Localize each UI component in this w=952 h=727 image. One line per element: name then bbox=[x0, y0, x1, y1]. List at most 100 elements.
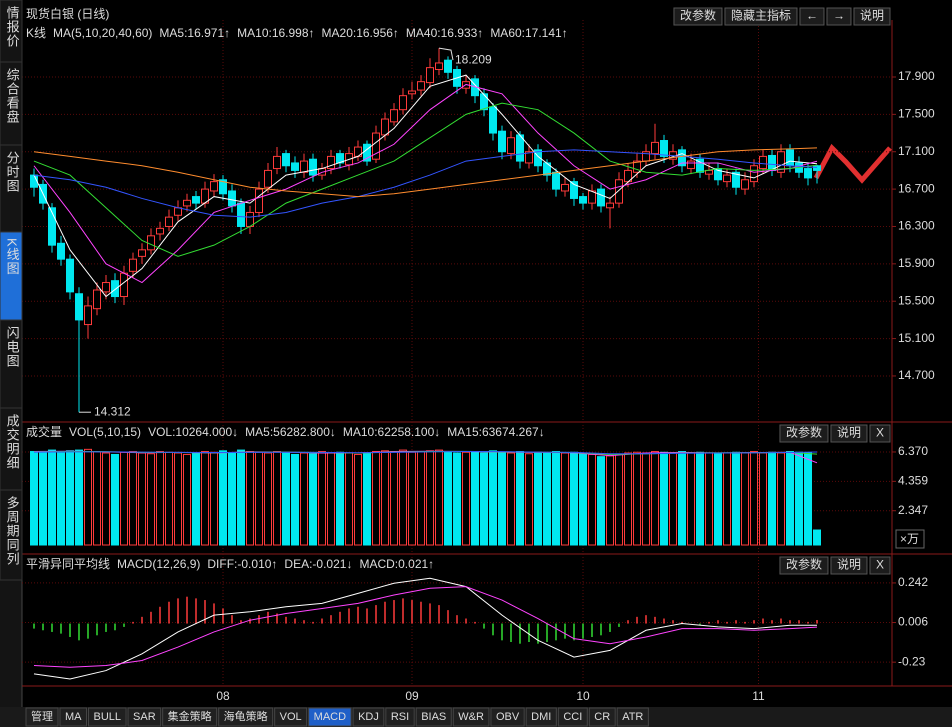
button-label[interactable]: 改参数 bbox=[786, 425, 822, 440]
button[interactable] bbox=[799, 7, 825, 26]
volume-bar bbox=[246, 451, 254, 546]
tab[interactable] bbox=[490, 707, 525, 727]
button[interactable] bbox=[830, 424, 868, 443]
tab[interactable] bbox=[59, 707, 87, 727]
legend-item: 成交量 bbox=[26, 424, 62, 439]
tab-label[interactable]: ATR bbox=[622, 711, 643, 723]
tab-label[interactable]: 海龟策略 bbox=[224, 709, 268, 723]
legend-item: MACD:0.021↑ bbox=[359, 557, 434, 571]
button-label[interactable]: 说明 bbox=[860, 8, 884, 23]
volume-bar bbox=[93, 451, 101, 546]
sidebar-label[interactable]: 分时图 bbox=[5, 151, 20, 193]
button[interactable] bbox=[724, 7, 798, 26]
tab[interactable] bbox=[88, 707, 127, 727]
tab[interactable] bbox=[616, 707, 649, 727]
button-label[interactable]: X bbox=[876, 426, 884, 440]
tab-label[interactable]: RSI bbox=[391, 711, 409, 723]
button[interactable] bbox=[673, 7, 723, 26]
tab-label[interactable]: MA bbox=[65, 711, 82, 723]
volume-bar bbox=[588, 453, 596, 546]
tab-label[interactable]: CCI bbox=[563, 711, 582, 723]
sidebar-label[interactable]: 成交明细 bbox=[5, 414, 20, 470]
tab[interactable] bbox=[588, 707, 616, 727]
tab-label[interactable]: BULL bbox=[94, 711, 122, 723]
button-label[interactable]: → bbox=[833, 9, 845, 23]
tab[interactable] bbox=[25, 707, 59, 727]
tab[interactable] bbox=[274, 707, 308, 727]
volume-bar bbox=[660, 451, 668, 546]
candle-body bbox=[219, 179, 227, 195]
tab-label[interactable]: SAR bbox=[133, 711, 156, 723]
candle-body bbox=[687, 160, 695, 170]
tab-label[interactable]: MACD bbox=[314, 711, 346, 723]
sidebar-label[interactable]: 闪电图 bbox=[5, 326, 20, 368]
legend-item: DEA:-0.021↓ bbox=[284, 557, 352, 571]
volume-bar bbox=[120, 451, 128, 546]
button-label[interactable]: 隐藏主指标 bbox=[731, 8, 791, 23]
volume-bar bbox=[84, 448, 92, 546]
sidebar-label[interactable]: 情报价 bbox=[5, 6, 20, 48]
candle-body bbox=[210, 181, 218, 192]
tab[interactable] bbox=[385, 707, 415, 727]
volume-bar bbox=[408, 451, 416, 546]
tab-label[interactable]: KDJ bbox=[358, 711, 379, 723]
candle-body bbox=[633, 160, 641, 173]
tab[interactable] bbox=[452, 707, 490, 727]
button[interactable] bbox=[779, 556, 829, 575]
sidebar-label[interactable]: 综合看盘 bbox=[5, 68, 20, 124]
y-tick-label: 17.900 bbox=[898, 69, 935, 83]
candle-body bbox=[678, 149, 686, 167]
volume-bar bbox=[669, 452, 677, 546]
candle-body bbox=[228, 190, 236, 207]
volume-bar bbox=[264, 452, 272, 546]
sidebar-tab[interactable] bbox=[0, 489, 23, 581]
legend-item: 平滑异同平均线 bbox=[26, 557, 110, 571]
button[interactable] bbox=[869, 556, 891, 575]
button-label[interactable]: 改参数 bbox=[786, 557, 822, 572]
candle-body bbox=[417, 81, 425, 91]
volume-bar bbox=[615, 453, 623, 546]
button-label[interactable]: 说明 bbox=[837, 557, 861, 572]
high-label: 18.209 bbox=[455, 52, 492, 66]
button-label[interactable]: ← bbox=[806, 9, 818, 23]
tab-label[interactable]: VOL bbox=[280, 711, 302, 723]
tab[interactable] bbox=[308, 707, 352, 727]
tab[interactable] bbox=[218, 707, 274, 727]
tab-label[interactable]: CR bbox=[594, 711, 610, 723]
tab[interactable] bbox=[415, 707, 452, 727]
candle-body bbox=[273, 155, 281, 170]
tab[interactable] bbox=[162, 707, 218, 727]
tab-label[interactable]: 集金策略 bbox=[168, 709, 212, 723]
volume-bar bbox=[750, 451, 758, 546]
button-label[interactable]: 说明 bbox=[837, 425, 861, 440]
candle-body bbox=[291, 162, 299, 171]
button[interactable] bbox=[826, 7, 852, 26]
tab-label[interactable]: OBV bbox=[496, 711, 520, 723]
candle-body bbox=[507, 137, 515, 155]
candle-body bbox=[813, 165, 821, 171]
volume-bar bbox=[39, 451, 47, 546]
button[interactable] bbox=[779, 424, 829, 443]
volume-bar bbox=[534, 451, 542, 546]
button[interactable] bbox=[869, 424, 891, 443]
volume-bar bbox=[696, 451, 704, 546]
button-label[interactable]: X bbox=[876, 558, 884, 572]
button-label[interactable]: 改参数 bbox=[680, 8, 716, 23]
tab[interactable] bbox=[557, 707, 588, 727]
tab-label[interactable]: W&R bbox=[458, 711, 484, 723]
sidebar-label[interactable]: 多周期同列 bbox=[5, 495, 20, 566]
candle-body bbox=[237, 202, 245, 227]
legend-item: MACD(12,26,9) bbox=[117, 557, 200, 571]
tab[interactable] bbox=[352, 707, 385, 727]
tab[interactable] bbox=[127, 707, 162, 727]
button[interactable] bbox=[853, 7, 891, 26]
button[interactable] bbox=[830, 556, 868, 575]
tab-label[interactable]: BIAS bbox=[421, 711, 446, 723]
tab-label[interactable]: 管理 bbox=[31, 709, 53, 723]
candle-body bbox=[111, 280, 119, 298]
volume-bar bbox=[426, 450, 434, 546]
sidebar-label[interactable]: K线图 bbox=[5, 238, 20, 276]
tab-label[interactable]: DMI bbox=[531, 711, 551, 723]
legend-item: DIFF:-0.010↑ bbox=[207, 557, 277, 571]
tab[interactable] bbox=[525, 707, 557, 727]
